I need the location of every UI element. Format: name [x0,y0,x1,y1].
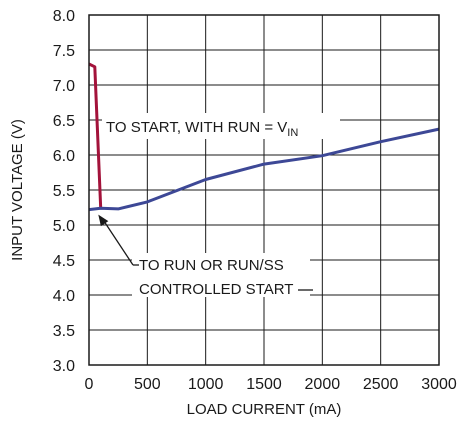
y-tick-labels: 3.0 3.5 4.0 4.5 5.0 5.5 6.0 6.5 7.0 7.5 8.0 [53,8,75,375]
annotation-start-background [102,113,340,139]
y-axis-label: INPUT VOLTAGE (V) [9,119,26,261]
x-tick-label: 1500 [246,376,282,393]
annotation-run-background [132,253,310,297]
y-tick-label: 3.0 [53,358,75,375]
y-tick-label: 8.0 [53,8,75,25]
grid [89,15,439,365]
y-tick-label: 6.0 [53,148,75,165]
series-line-2 [88,127,440,212]
x-axis-label: LOAD CURRENT (mA) [187,401,342,418]
y-tick-label: 7.5 [53,43,75,60]
y-tick-label: 6.5 [53,113,75,130]
y-tick-label: 3.5 [53,323,75,340]
series-line-1 [88,62,103,209]
y-tick-label: 4.5 [53,253,75,270]
y-tick-label: 7.0 [53,78,75,95]
x-tick-label: 500 [134,376,161,393]
annotation-start: TO START, WITH RUN = VIN [106,119,298,139]
series-layer [88,62,440,212]
annotation-run-line-2: CONTROLLED START [139,281,293,298]
x-tick-label: 2500 [363,376,399,393]
y-tick-label: 4.0 [53,288,75,305]
annotation-start-subscript: IN [287,127,298,139]
x-tick-label: 0 [85,376,94,393]
annotation-run-arrowhead [98,214,109,227]
x-tick-label: 3000 [421,376,457,393]
annotation-run-line-1: TO RUN OR RUN/SS [139,257,284,274]
annotation-run-arrow [101,218,134,266]
plot-frame [88,14,440,366]
x-tick-label: 1000 [188,376,224,393]
y-tick-label: 5.0 [53,218,75,235]
x-tick-label: 2000 [305,376,341,393]
y-tick-label: 5.5 [53,183,75,200]
annotation-start-text: TO START, WITH RUN = V [106,119,287,136]
x-tick-labels: 0 500 1000 1500 2000 2500 3000 [85,376,457,393]
